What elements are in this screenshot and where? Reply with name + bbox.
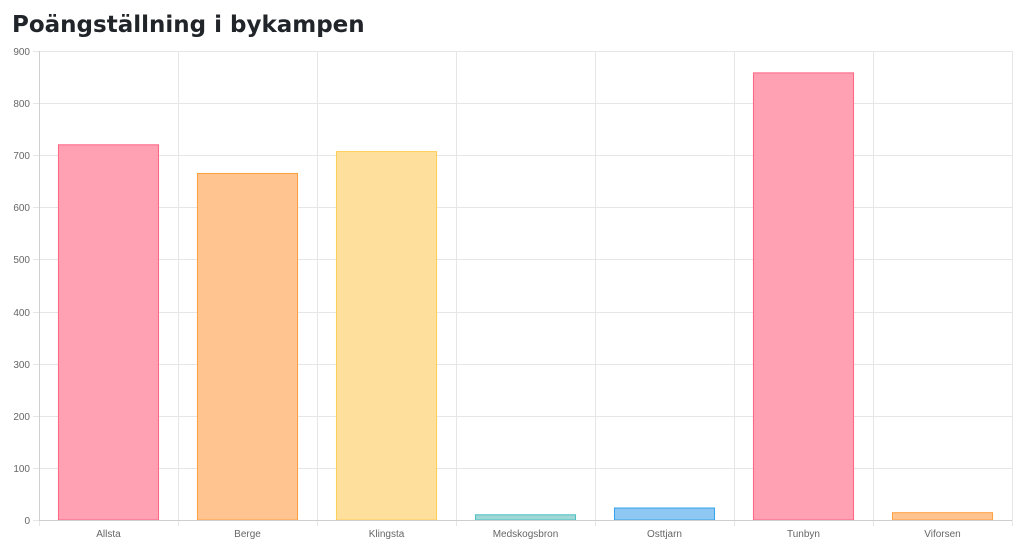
y-tick-label: 200	[13, 412, 30, 423]
x-tick-label: Berge	[234, 529, 261, 540]
x-tick-label: Tunbyn	[787, 529, 820, 540]
grid-lines	[33, 51, 1013, 526]
y-tick-label: 600	[13, 203, 30, 214]
bar-osttjarn[interactable]	[613, 507, 716, 521]
y-tick-label: 300	[13, 360, 30, 371]
bar-allsta[interactable]	[57, 144, 160, 521]
x-tick-labels: Allsta Berge Klingsta Medskogsbron Osttjarn T…	[96, 529, 960, 540]
x-tick-label: Klingsta	[369, 529, 405, 540]
bar-medskogsbron[interactable]	[474, 514, 577, 521]
y-tick-label: 0	[24, 516, 30, 527]
x-tick-label: Allsta	[96, 529, 121, 540]
y-tick-label: 800	[13, 99, 30, 110]
bar-klingsta[interactable]	[335, 151, 438, 521]
x-tick-label: Medskogsbron	[493, 529, 559, 540]
y-tick-label: 500	[13, 255, 30, 266]
page-title: Poängställning i bykampen	[12, 12, 365, 38]
axes	[39, 51, 1012, 521]
bar-berge[interactable]	[196, 172, 299, 521]
bar-tunbyn[interactable]	[752, 72, 855, 521]
bar-viforsen[interactable]	[891, 512, 994, 521]
y-tick-label: 400	[13, 308, 30, 319]
y-tick-labels: 0 100 200 300 400 500 600 700 800 900	[13, 47, 30, 527]
y-tick-label: 700	[13, 151, 30, 162]
y-tick-label: 100	[13, 464, 30, 475]
x-tick-label: Osttjarn	[647, 529, 682, 540]
y-tick-label: 900	[13, 47, 30, 58]
bars	[57, 72, 994, 521]
x-tick-label: Viforsen	[924, 529, 961, 540]
